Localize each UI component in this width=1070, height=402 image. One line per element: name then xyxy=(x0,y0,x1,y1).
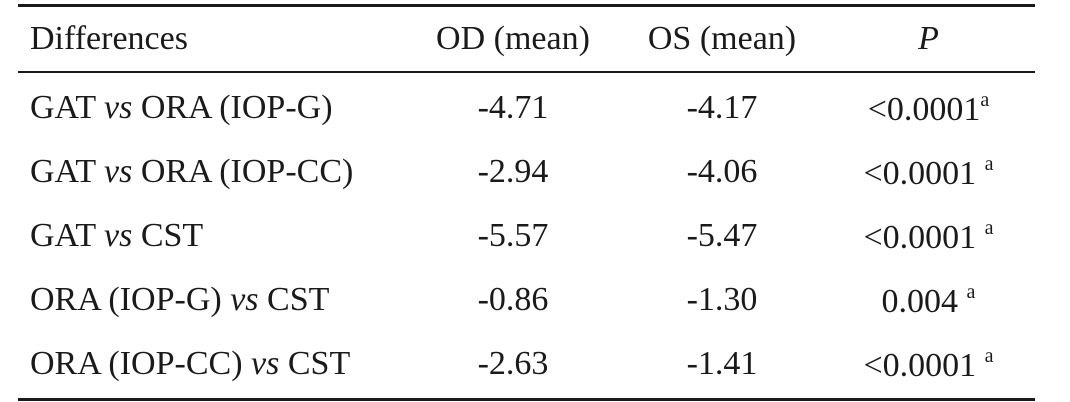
vs-text: vs xyxy=(104,153,133,190)
header-p-value: P xyxy=(918,20,939,57)
table-row: GAT vs CST -5.57 -5.47 <0.0001 a xyxy=(18,204,1035,268)
table-top-rule xyxy=(18,4,1035,7)
row-os-mean: -1.30 xyxy=(686,281,758,318)
table-header-row: Differences OD (mean) OS (mean) P xyxy=(18,7,1035,71)
row-os-mean: -4.17 xyxy=(686,89,758,126)
difference-right-text: CST xyxy=(279,345,351,382)
significance-superscript: a xyxy=(984,344,994,367)
difference-left-text: GAT xyxy=(30,89,104,126)
row-od-mean: -0.86 xyxy=(477,281,549,318)
significance-superscript: a xyxy=(966,280,976,303)
significance-superscript: a xyxy=(980,88,990,111)
row-differences-cell: GAT vs ORA (IOP-CC) xyxy=(18,155,404,189)
table-body: GAT vs ORA (IOP-G) -4.71 -4.17 <0.0001a … xyxy=(18,76,1035,396)
table-row: GAT vs ORA (IOP-G) -4.71 -4.17 <0.0001a xyxy=(18,76,1035,140)
difference-left-text: ORA (IOP-CC) xyxy=(30,345,252,382)
row-p-value-cell: <0.0001 a xyxy=(822,346,1035,383)
table-row: ORA (IOP-G) vs CST -0.86 -1.30 0.004 a xyxy=(18,268,1035,332)
row-os-mean: -5.47 xyxy=(686,217,758,254)
row-differences-cell: ORA (IOP-G) vs CST xyxy=(18,283,404,317)
row-od-mean: -2.94 xyxy=(477,153,549,190)
table-row: GAT vs ORA (IOP-CC) -2.94 -4.06 <0.0001 … xyxy=(18,140,1035,204)
row-differences-cell: ORA (IOP-CC) vs CST xyxy=(18,347,404,381)
difference-left-text: ORA (IOP-G) xyxy=(30,281,231,318)
p-value-text: <0.0001 xyxy=(867,90,981,128)
difference-left-text: GAT xyxy=(30,153,104,190)
vs-text: vs xyxy=(251,345,280,382)
p-value-text: <0.0001 xyxy=(863,346,985,384)
vs-text: vs xyxy=(104,89,133,126)
difference-left-text: GAT xyxy=(30,217,104,254)
difference-right-text: ORA (IOP-CC) xyxy=(132,153,354,190)
row-os-mean: -4.06 xyxy=(686,153,758,190)
significance-superscript: a xyxy=(984,152,994,175)
comparison-table: Differences OD (mean) OS (mean) P GAT vs… xyxy=(18,4,1035,401)
table-header-rule xyxy=(18,71,1035,73)
significance-superscript: a xyxy=(984,216,994,239)
p-value-text: <0.0001 xyxy=(863,218,985,256)
row-p-value-cell: 0.004 a xyxy=(822,282,1035,319)
row-p-value-cell: <0.0001 a xyxy=(822,154,1035,191)
vs-text: vs xyxy=(230,281,259,318)
difference-right-text: CST xyxy=(258,281,330,318)
row-differences-cell: GAT vs ORA (IOP-G) xyxy=(18,91,404,125)
row-differences-cell: GAT vs CST xyxy=(18,219,404,253)
row-p-value-cell: <0.0001a xyxy=(822,90,1035,127)
p-value-text: <0.0001 xyxy=(863,154,985,192)
table-row: ORA (IOP-CC) vs CST -2.63 -1.41 <0.0001 … xyxy=(18,332,1035,396)
table-bottom-rule xyxy=(18,398,1035,401)
row-od-mean: -5.57 xyxy=(477,217,549,254)
header-differences: Differences xyxy=(30,20,188,57)
vs-text: vs xyxy=(104,217,133,254)
row-os-mean: -1.41 xyxy=(686,345,758,382)
row-od-mean: -4.71 xyxy=(477,89,549,126)
header-od-mean: OD (mean) xyxy=(436,20,590,57)
row-p-value-cell: <0.0001 a xyxy=(822,218,1035,255)
p-value-text: 0.004 xyxy=(881,282,967,320)
difference-right-text: CST xyxy=(132,217,204,254)
row-od-mean: -2.63 xyxy=(477,345,549,382)
header-os-mean: OS (mean) xyxy=(647,20,797,57)
difference-right-text: ORA (IOP-G) xyxy=(132,89,333,126)
